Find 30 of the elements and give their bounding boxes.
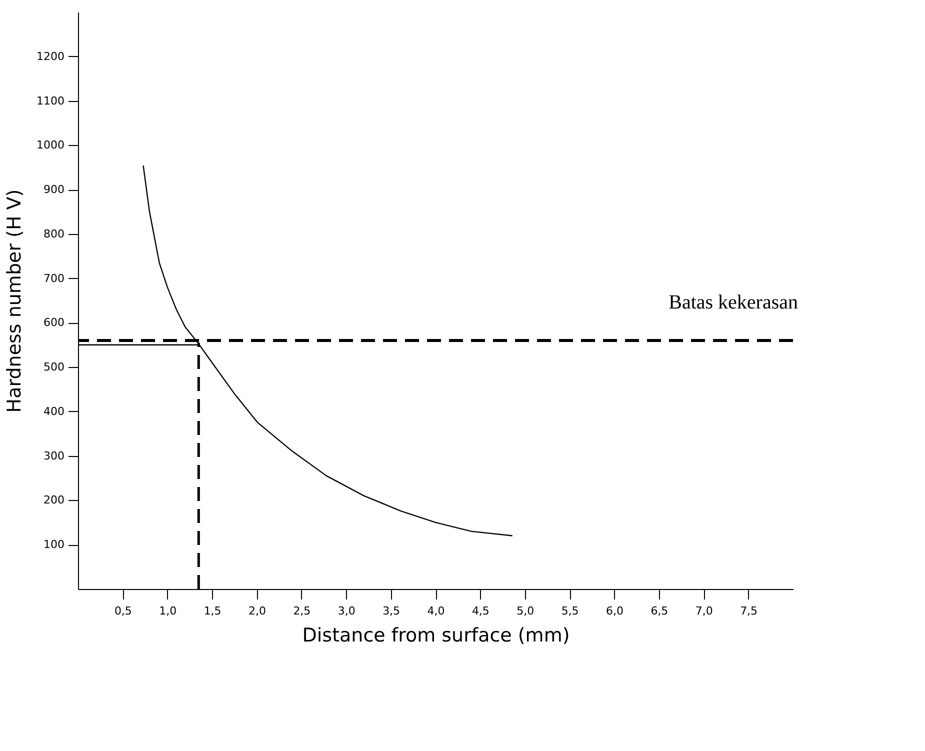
x-tick-label: 1,0	[159, 604, 177, 618]
ref-line-label: Batas kekerasan	[668, 291, 798, 314]
y-tick-label: 500	[44, 360, 64, 374]
y-axis-title: Hardness number (H V)	[4, 189, 26, 413]
x-tick-label: 4,0	[427, 604, 445, 618]
x-tick-label: 4,5	[472, 604, 490, 618]
y-tick-label: 200	[44, 494, 64, 507]
x-tick-label: 7,5	[740, 604, 758, 618]
y-tick-label: 1200	[36, 50, 64, 63]
x-tick-label: 3,0	[338, 604, 356, 618]
y-tick-label: 400	[44, 404, 64, 418]
x-axis-title: Distance from surface (mm)	[302, 624, 570, 646]
x-tick-label: 2,0	[248, 604, 266, 618]
y-tick-label: 300	[44, 449, 64, 462]
y-tick-label: 600	[44, 316, 64, 330]
x-tick-label: 6,5	[650, 604, 668, 618]
x-tick-label: 5,5	[561, 604, 579, 618]
x-tick-label: 3,5	[382, 604, 400, 618]
y-tick-label: 700	[44, 272, 64, 285]
x-tick-label: 1,5	[204, 604, 222, 618]
y-tick-label: 1000	[36, 138, 64, 152]
x-tick-label: 0,5	[114, 604, 132, 618]
x-tick-label: 2,5	[293, 604, 311, 618]
y-tick-label: 800	[44, 227, 64, 240]
x-tick-label: 6,0	[606, 604, 624, 618]
x-tick-label: 7,0	[695, 604, 713, 618]
y-tick-label: 1100	[36, 94, 64, 108]
x-tick-label: 5,0	[516, 604, 534, 618]
y-tick-label: 100	[44, 538, 64, 552]
y-tick-label: 900	[44, 183, 64, 196]
